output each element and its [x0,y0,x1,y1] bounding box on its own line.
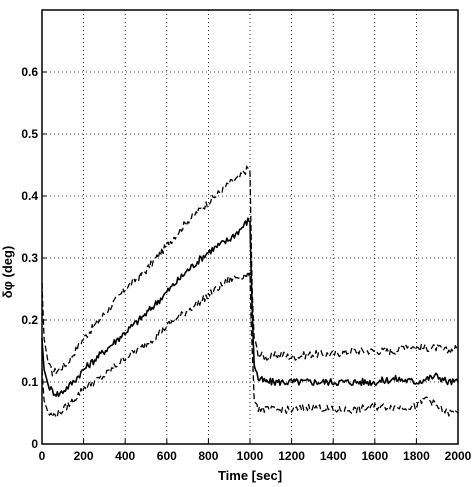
y-tick-label: 0.6 [21,65,38,79]
x-tick-label: 800 [198,449,218,463]
x-tick-label: 1000 [237,449,264,463]
x-tick-label: 600 [157,449,177,463]
x-tick-label: 200 [74,449,94,463]
x-tick-label: 400 [115,449,135,463]
x-tick-label: 2000 [445,449,472,463]
data-series [41,165,459,419]
x-tick-label: 1800 [403,449,430,463]
x-tick-label: 0 [39,449,46,463]
y-tick-label: 0.5 [21,127,38,141]
series-line-solid-mean [41,217,459,398]
y-axis-ticks: 0 0.1 0.2 0.3 0.4 0.5 0.6 [21,65,47,451]
y-tick-label: 0.1 [21,375,38,389]
x-tick-label: 1200 [278,449,305,463]
series-line-dashed-lower [41,270,459,419]
x-axis-ticks: 0 200 400 600 800 1000 1200 1400 1600 1800 2000 [39,439,472,463]
x-axis-label: Time [sec] [218,468,282,483]
y-tick-label: 0 [31,437,38,451]
y-axis-label: δφ (deg) [0,246,15,299]
x-tick-label: 1400 [320,449,347,463]
series-line-dashed-upper [41,165,458,377]
y-tick-label: 0.3 [21,251,38,265]
y-tick-label: 0.4 [21,189,38,203]
x-tick-label: 1600 [361,449,388,463]
y-tick-label: 0.2 [21,313,38,327]
